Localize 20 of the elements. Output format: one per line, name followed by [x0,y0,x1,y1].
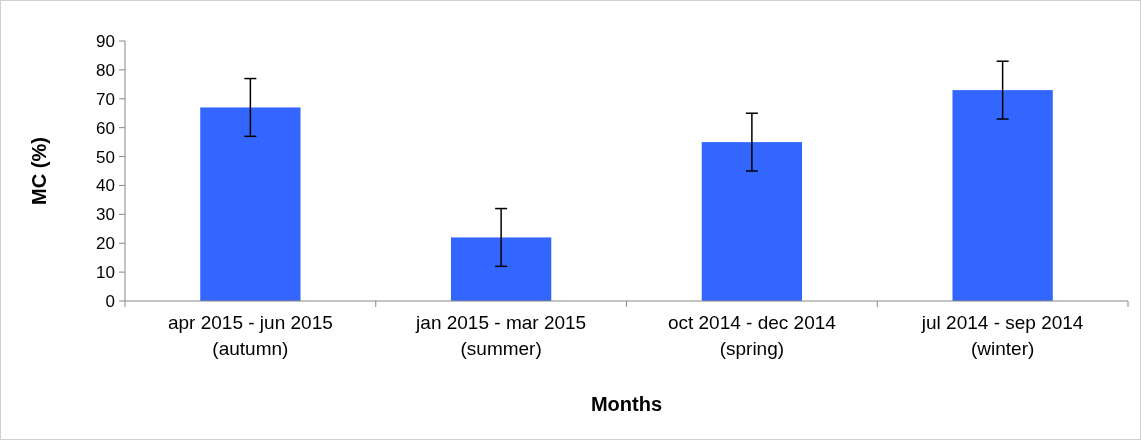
y-tick-label: 40 [96,176,115,196]
y-tick-label: 90 [96,31,115,51]
x-tick-label: jul 2014 - sep 2014 (winter) [920,312,1084,359]
y-tick-label: 50 [96,147,115,167]
bar [200,107,301,301]
y-tick-label: 60 [96,118,115,138]
x-tick-label: apr 2015 - jun 2015 (autumn) [167,312,333,359]
x-tick-label: oct 2014 - dec 2014 (spring) [667,312,837,359]
y-tick-label: 70 [96,89,115,109]
y-tick-label: 0 [105,291,115,311]
bar [952,90,1053,301]
y-tick-label: 30 [96,205,115,225]
y-tick-label: 20 [96,234,115,254]
x-axis-title: Months [590,393,663,415]
bar [701,142,803,301]
x-tick-label: jan 2015 - mar 2015 (summer) [415,312,587,359]
bar [450,237,552,301]
y-tick-label: 80 [96,60,115,80]
y-axis-title: MC (%) [28,137,50,205]
y-tick-label: 10 [96,263,115,283]
